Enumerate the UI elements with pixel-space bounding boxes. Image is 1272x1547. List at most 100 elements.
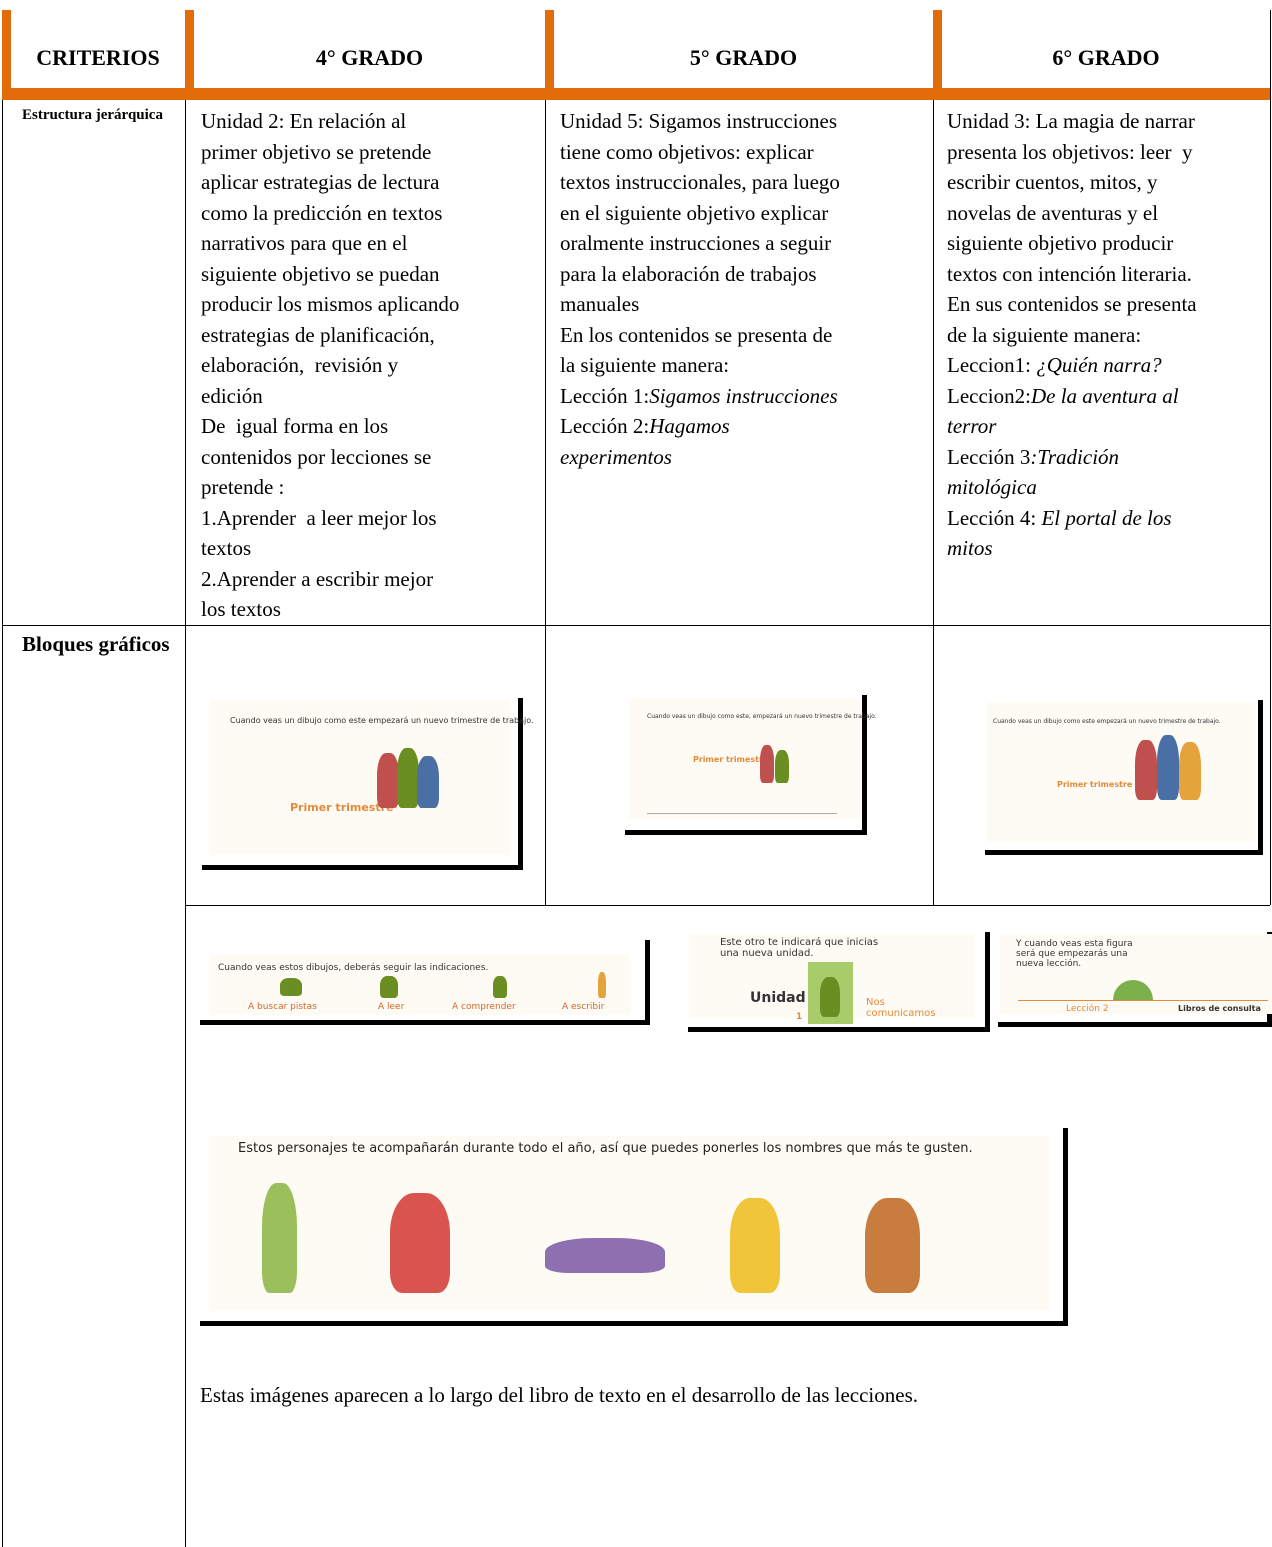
text-line: Lección 4: El portal de los — [947, 503, 1197, 534]
header-cell — [545, 10, 933, 88]
cell-text: Unidad 2: En relación al primer objetivo … — [201, 106, 459, 625]
text-line: manuales — [560, 289, 840, 320]
text-line: 1.Aprender a leer mejor los — [201, 503, 459, 534]
text-line: textos — [201, 533, 459, 564]
text-run: elaboración, revisión y — [201, 353, 399, 377]
criterion: Estructura jerárquica — [22, 107, 163, 123]
text-line: aplicar estrategias de lectura — [201, 167, 459, 198]
text-run: estrategias de planificación, — [201, 322, 435, 347]
figure — [545, 1238, 665, 1273]
figure — [397, 748, 419, 808]
text-line: pretende : — [201, 472, 459, 503]
text-run: En sus contenidos se presenta — [947, 292, 1197, 316]
image-label: A comprender — [452, 1002, 516, 1012]
text-line: experimentos — [560, 442, 840, 473]
text-line: Unidad 3: La magia de narrar — [947, 106, 1197, 137]
italic-run: El portal de los — [1041, 505, 1172, 530]
italic-run: Sigamos instrucciones — [649, 383, 838, 408]
cell-text: Unidad 5: Sigamos instrucciones tiene com… — [560, 106, 840, 472]
text-line: escribir cuentos, mitos, y — [947, 167, 1197, 198]
text-run: 2.Aprender a escribir mejor — [201, 566, 434, 591]
text-line: En los contenidos se presenta de — [560, 320, 840, 351]
header-cell — [185, 10, 545, 88]
image-label: A buscar pistas — [248, 1002, 317, 1012]
lesson-arc — [1113, 980, 1153, 1000]
header-cell — [933, 10, 1270, 88]
text-line: narrativos para que en el — [201, 228, 459, 259]
header-text: CRITERIOS — [36, 45, 160, 70]
figure — [262, 1183, 297, 1293]
text-line: contenidos por lecciones se — [201, 442, 459, 473]
text-line: estrategias de planificación, — [201, 320, 459, 351]
figure — [380, 976, 398, 998]
text-line: 2.Aprender a escribir mejor — [201, 564, 459, 595]
figure — [865, 1198, 920, 1293]
italic-run: Hagamos — [649, 414, 730, 438]
image-label: A leer — [378, 1002, 405, 1012]
border — [185, 905, 1270, 906]
text-line: oralmente instrucciones a seguir — [560, 228, 840, 259]
criterion: Bloques gráficos — [22, 632, 170, 656]
text-line: textos instruccionales, para luego — [560, 167, 840, 198]
text-run: Unidad 5: Sigamos instrucciones — [560, 109, 838, 133]
image: Cuando veas estos dibujos, deberás segui… — [200, 940, 650, 1025]
unit-number: 1 — [796, 1012, 803, 1022]
text-line: para la elaboración de trabajos — [560, 259, 840, 290]
text-run: novelas de aventuras y el — [947, 200, 1159, 225]
image-caption: Este otro te indicará que inicias una nu… — [720, 937, 879, 959]
text-run: 1.Aprender a leer mejor los — [201, 505, 437, 530]
text-run: En los contenidos se presenta de — [560, 322, 833, 347]
text-run: pretende : — [201, 475, 285, 499]
text-run: la siguiente manera: — [560, 353, 730, 377]
text-run: edición — [201, 383, 263, 408]
figure — [598, 972, 606, 998]
text-run: presenta los objetivos: leer y — [947, 139, 1193, 164]
text-run: contenidos por lecciones se — [201, 444, 432, 469]
text-run: los textos — [201, 597, 281, 621]
image: Cuando veas un dibujo como este empezará… — [202, 698, 534, 870]
note: Estas imágenes aparecen a lo largo del l… — [200, 1383, 918, 1407]
image-label: Primer trimestre — [693, 755, 769, 764]
cell-text: Unidad 3: La magia de narrar presenta los… — [947, 106, 1197, 564]
text-run: Unidad 3: La magia de narrar — [947, 109, 1195, 133]
text-run: Lección 2: — [560, 414, 650, 438]
text-line: de la siguiente manera: — [947, 320, 1197, 351]
text-line: En sus contenidos se presenta — [947, 289, 1197, 320]
text-line: mitológica — [947, 472, 1197, 503]
image-caption: Cuando veas un dibujo como este empezará… — [993, 718, 1221, 725]
text-line: De igual forma en los — [201, 411, 459, 442]
image-label: Primer trimestre — [1057, 780, 1133, 789]
figure — [280, 978, 302, 996]
text-run: en el siguiente objetivo explicar — [560, 200, 829, 225]
text-line: edición — [201, 381, 459, 412]
image-label: A escribir — [562, 1002, 605, 1012]
image-bg — [987, 702, 1255, 842]
text-line: en el siguiente objetivo explicar — [560, 198, 840, 229]
figure — [1179, 742, 1201, 800]
text-run: siguiente objetivo producir — [947, 231, 1174, 255]
text-line: la siguiente manera: — [560, 350, 840, 381]
text-run: Lección 3 — [947, 444, 1031, 469]
border — [2, 10, 3, 1547]
text-run: siguiente objetivo se puedan — [201, 261, 440, 286]
text-run: de la siguiente manera: — [947, 322, 1142, 347]
figure — [1157, 735, 1179, 800]
text-line: primer objetivo se pretende — [201, 137, 459, 168]
figure — [760, 745, 774, 783]
image: Este otro te indicará que inicias una nu… — [688, 932, 990, 1032]
image: Cuando veas un dibujo como este, empezar… — [625, 695, 877, 835]
text-run: oralmente instrucciones a seguir — [560, 231, 832, 255]
figure — [820, 977, 840, 1017]
border — [545, 100, 546, 905]
text-run: Leccion2: — [947, 383, 1031, 408]
text-line: mitos — [947, 533, 1197, 564]
unit-label: Unidad — [750, 990, 806, 1006]
text-line: Lección 3:Tradición — [947, 442, 1197, 473]
text-run: textos con intención literaria. — [947, 261, 1192, 286]
figure — [493, 976, 507, 998]
text-line: como la predicción en textos — [201, 198, 459, 229]
text-line: Lección 1:Sigamos instrucciones — [560, 381, 840, 412]
text-run: para la elaboración de trabajos — [560, 261, 817, 286]
text-line: Lección 2:Hagamos — [560, 411, 840, 442]
